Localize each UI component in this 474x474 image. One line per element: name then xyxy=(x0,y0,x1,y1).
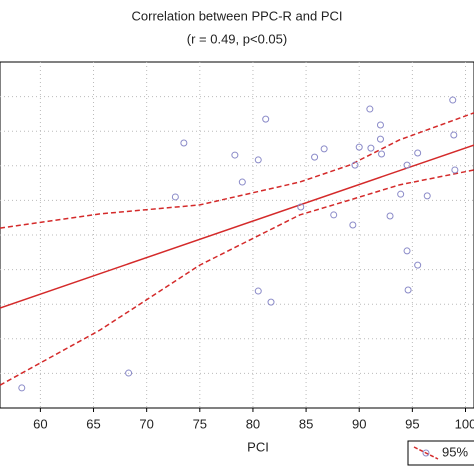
chart-title: Correlation between PPC-R and PCI xyxy=(132,8,343,23)
x-tick-label: 90 xyxy=(352,416,366,431)
point xyxy=(451,166,459,174)
x-tick-label: 65 xyxy=(86,416,100,431)
fit-line xyxy=(0,144,474,309)
chart-subtitle: (r = 0.49, p<0.05) xyxy=(187,31,287,46)
point xyxy=(414,261,422,269)
point xyxy=(449,96,457,104)
point xyxy=(376,121,384,129)
legend-label: 95% xyxy=(442,444,468,459)
point xyxy=(423,192,431,200)
legend-line xyxy=(413,446,439,460)
point xyxy=(267,298,275,306)
legend-marker xyxy=(422,449,430,457)
point xyxy=(254,156,262,164)
point xyxy=(349,221,357,229)
plot-frame xyxy=(0,61,474,409)
point xyxy=(254,287,262,295)
point xyxy=(320,145,328,153)
point xyxy=(403,161,411,169)
confidence-upper xyxy=(0,112,474,229)
x-tick-label: 80 xyxy=(246,416,260,431)
point xyxy=(180,139,188,147)
point xyxy=(262,115,270,123)
x-tick-label: 100 xyxy=(455,416,474,431)
point xyxy=(330,211,338,219)
point xyxy=(18,384,26,392)
legend: 95% xyxy=(407,440,474,466)
point xyxy=(404,286,412,294)
point xyxy=(450,131,458,139)
point xyxy=(171,193,179,201)
point xyxy=(366,105,374,113)
point xyxy=(351,161,359,169)
x-tick-label: 70 xyxy=(139,416,153,431)
confidence-lower xyxy=(0,169,474,386)
legend-box xyxy=(407,440,474,466)
point xyxy=(355,143,363,151)
x-tick-label: 75 xyxy=(193,416,207,431)
x-tick-label: 60 xyxy=(33,416,47,431)
point xyxy=(231,151,239,159)
point xyxy=(376,135,384,143)
point xyxy=(397,190,405,198)
point xyxy=(367,144,375,152)
x-tick-label: 85 xyxy=(299,416,313,431)
point xyxy=(414,149,422,157)
point xyxy=(386,212,394,220)
point xyxy=(125,369,133,377)
x-tick-label: 95 xyxy=(405,416,419,431)
x-axis-label: PCI xyxy=(247,439,269,454)
point xyxy=(378,150,386,158)
point xyxy=(311,153,319,161)
point xyxy=(238,178,246,186)
point xyxy=(403,247,411,255)
point xyxy=(297,203,305,211)
